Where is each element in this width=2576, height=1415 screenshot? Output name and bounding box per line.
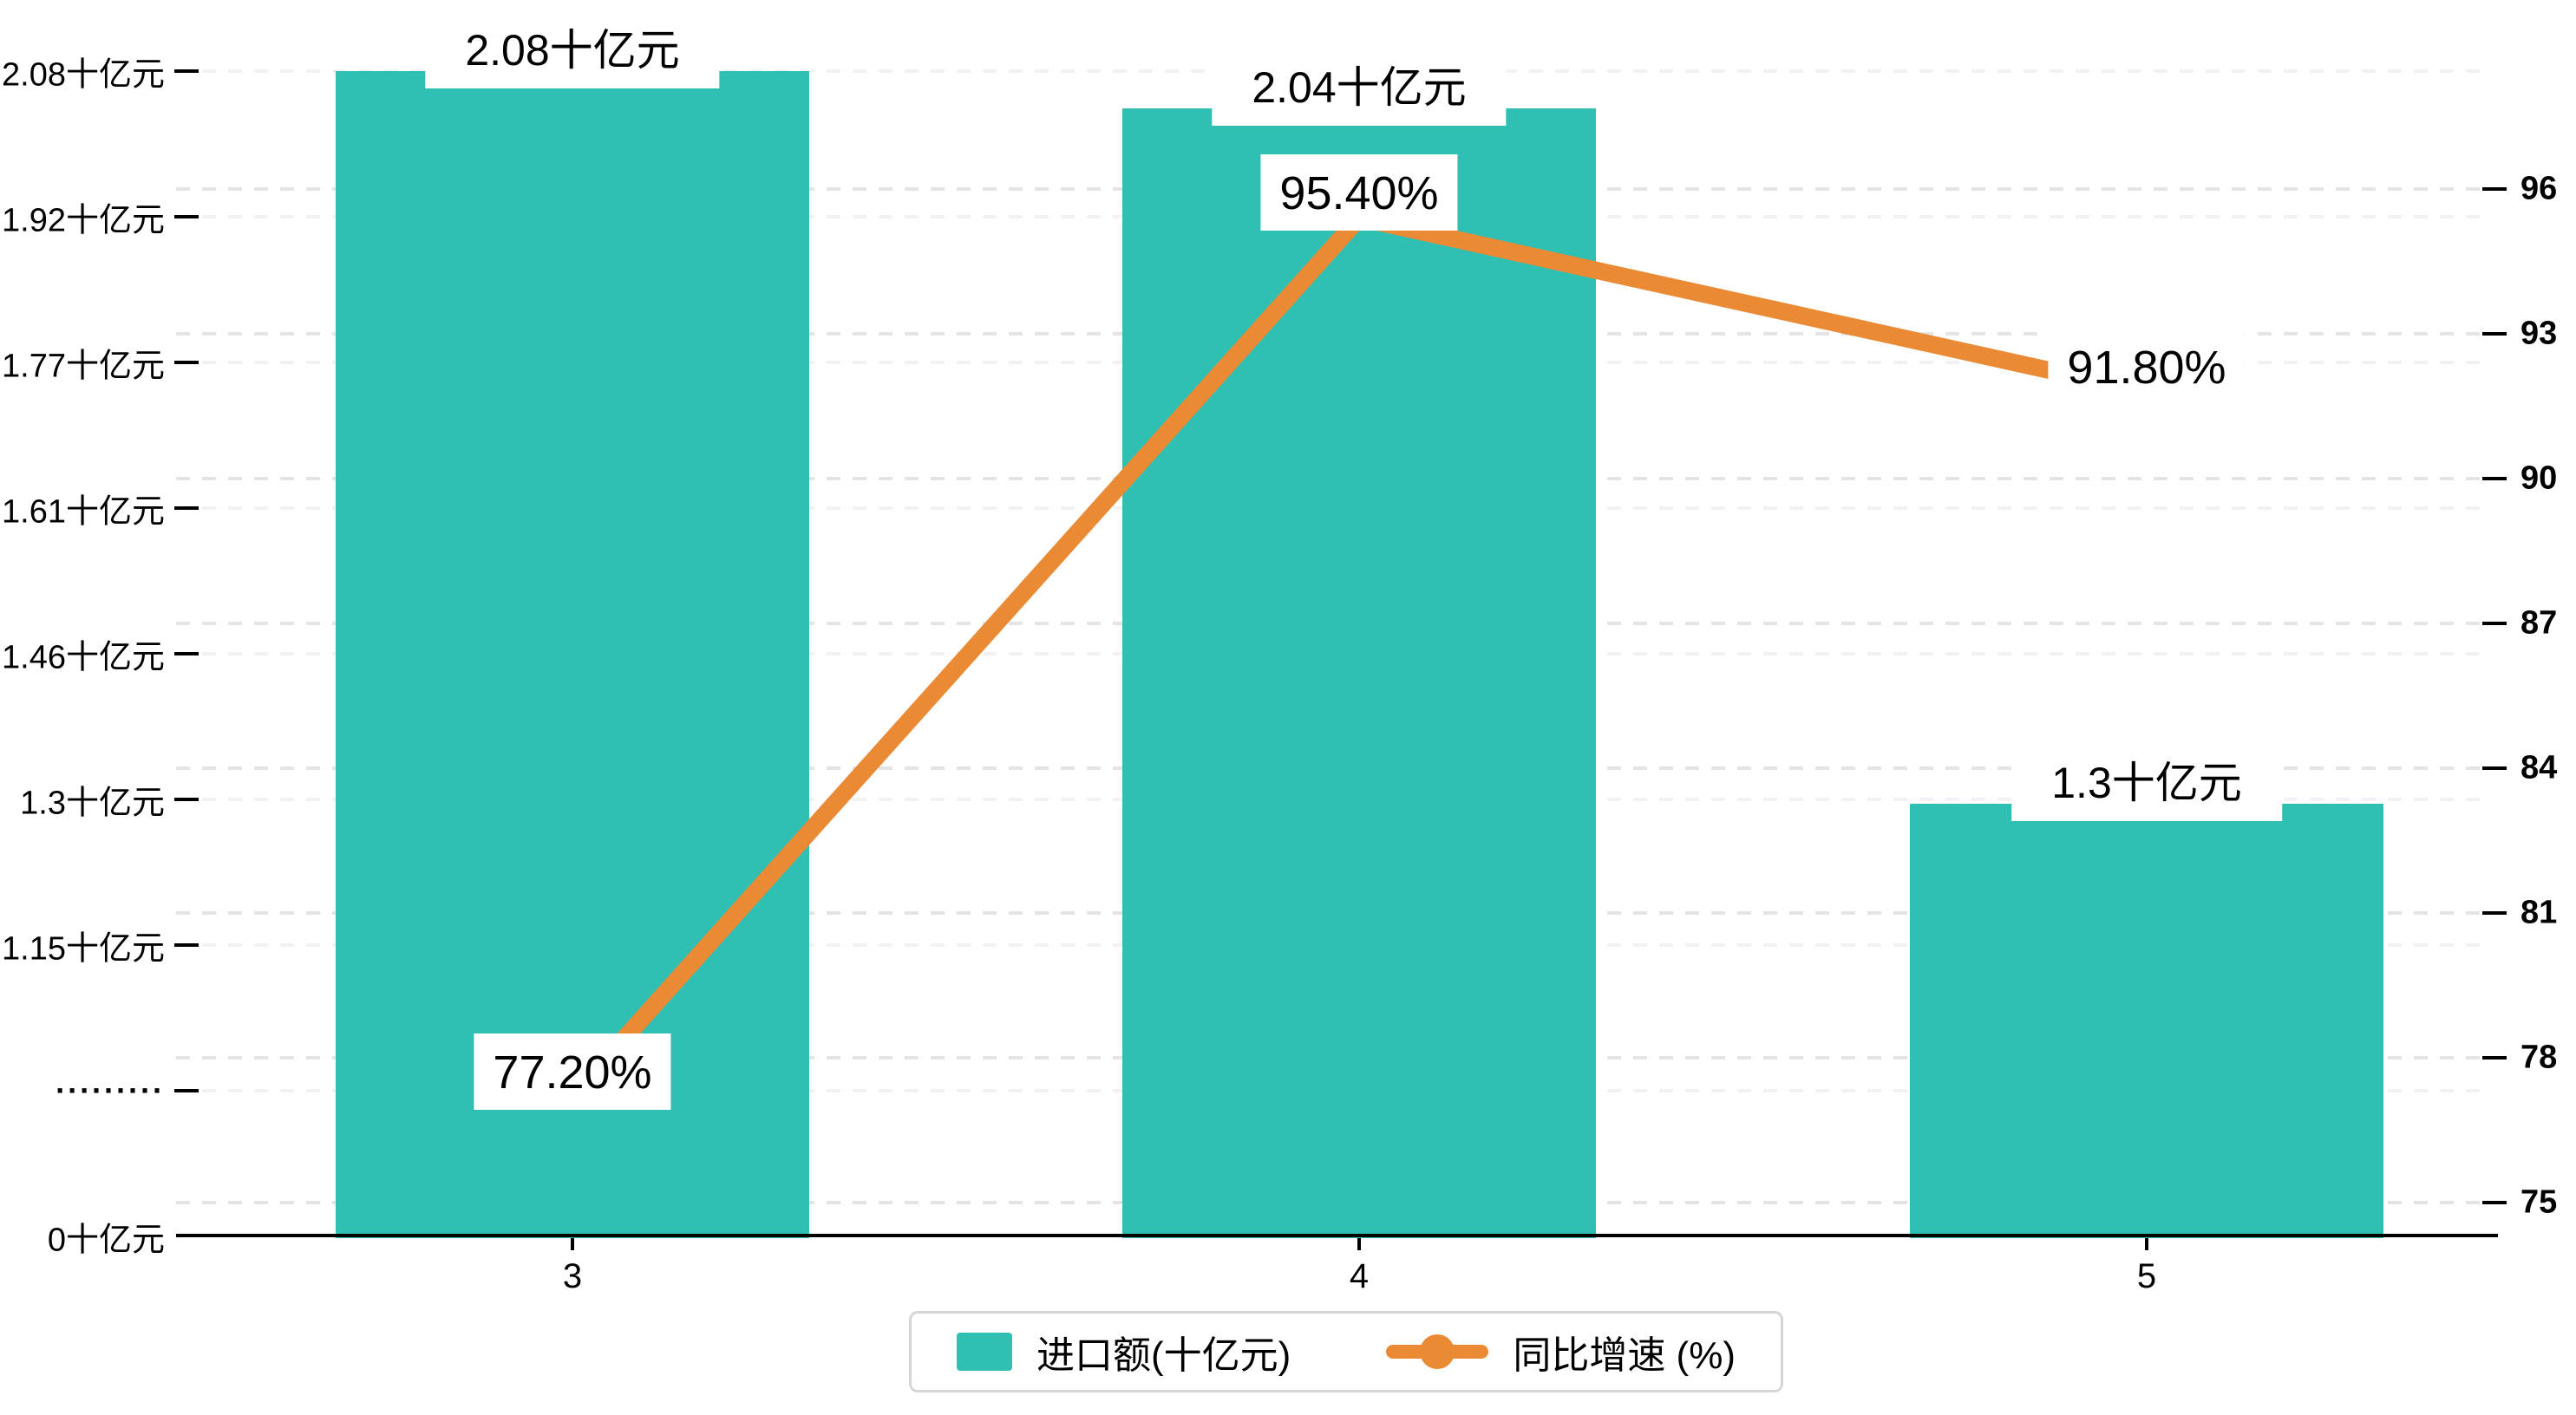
legend-bar-swatch-icon <box>957 1333 1013 1371</box>
legend-label: 进口额(十亿元) <box>1036 1334 1291 1377</box>
y-axis-right-tick-label: 93 <box>2520 315 2558 352</box>
legend-item-growth-rate[interactable]: 同比增速 (%) <box>1386 1324 1736 1379</box>
y-axis-left-tick-label: ········· <box>56 1073 165 1108</box>
x-axis-tick-label: 3 <box>562 1257 583 1295</box>
y-axis-right-tick-mark <box>2482 477 2507 480</box>
growth-rate-point-label: 95.40% <box>1260 154 1458 231</box>
y-axis-right-tick-mark <box>2482 1056 2507 1060</box>
x-axis-line <box>176 1234 2498 1237</box>
y-axis-right-tick-label: 78 <box>2520 1039 2558 1076</box>
import-amount-bar[interactable] <box>1122 108 1596 1238</box>
y-axis-right-tick-mark <box>2482 187 2507 191</box>
y-axis-left-tick-label: 1.3十亿元 <box>20 785 165 822</box>
y-axis-left-tick-mark <box>174 943 199 947</box>
y-axis-left-tick-label: 1.77十亿元 <box>2 348 165 385</box>
import-amount-bar[interactable] <box>1910 804 2383 1238</box>
y-axis-right-tick-mark <box>2482 332 2507 336</box>
growth-rate-point-label: 77.20% <box>474 1033 671 1110</box>
y-axis-right-tick-mark <box>2482 766 2507 770</box>
y-axis-left-tick-label: 1.92十亿元 <box>2 202 165 239</box>
bar-value-label: 1.3十亿元 <box>2011 743 2282 822</box>
x-axis-tick-label: 5 <box>2136 1257 2157 1295</box>
x-axis-tick-mark <box>1357 1236 1361 1250</box>
y-axis-right-tick-mark <box>2482 622 2507 625</box>
legend: 进口额(十亿元) 同比增速 (%) <box>909 1311 1783 1392</box>
legend-line-marker-icon <box>1386 1333 1489 1371</box>
y-axis-right-tick-mark <box>2482 911 2507 915</box>
growth-rate-point-label: 91.80% <box>2048 328 2246 405</box>
y-axis-left-tick-label: 1.46十亿元 <box>2 639 165 676</box>
y-axis-right-tick-label: 75 <box>2520 1184 2558 1221</box>
y-axis-right-tick-mark <box>2482 1201 2507 1204</box>
legend-label: 同比增速 (%) <box>1513 1334 1736 1377</box>
bar-value-label: 2.04十亿元 <box>1212 48 1507 127</box>
legend-item-import-amount[interactable]: 进口额(十亿元) <box>957 1324 1291 1379</box>
y-axis-left-tick-mark <box>174 69 199 73</box>
y-axis-left-tick-label: 0十亿元 <box>47 1222 165 1259</box>
x-axis-tick-mark <box>2145 1236 2148 1250</box>
y-axis-right-tick-label: 96 <box>2520 170 2558 207</box>
legend-dot-icon <box>1420 1334 1455 1369</box>
y-axis-left-tick-mark <box>174 652 199 655</box>
bar-value-label: 2.08十亿元 <box>425 10 720 88</box>
y-axis-right-tick-label: 84 <box>2520 749 2558 786</box>
y-axis-left-tick-label: 2.08十亿元 <box>2 56 165 94</box>
y-axis-left-tick-label: 1.15十亿元 <box>2 930 165 968</box>
growth-rate-line[interactable] <box>566 208 2149 1103</box>
x-axis-tick-mark <box>571 1236 574 1250</box>
y-axis-left-tick-mark <box>174 215 199 218</box>
y-axis-left-tick-mark <box>174 1089 199 1092</box>
y-axis-right-tick-label: 81 <box>2520 894 2558 931</box>
y-axis-left-tick-mark <box>174 361 199 364</box>
y-axis-right-tick-label: 90 <box>2520 460 2558 497</box>
y-axis-right-tick-label: 87 <box>2520 604 2558 642</box>
x-axis-tick-label: 4 <box>1349 1257 1370 1295</box>
y-axis-left-tick-mark <box>174 506 199 510</box>
y-axis-left-tick-label: 1.61十亿元 <box>2 493 165 531</box>
y-axis-left-tick-mark <box>174 798 199 801</box>
